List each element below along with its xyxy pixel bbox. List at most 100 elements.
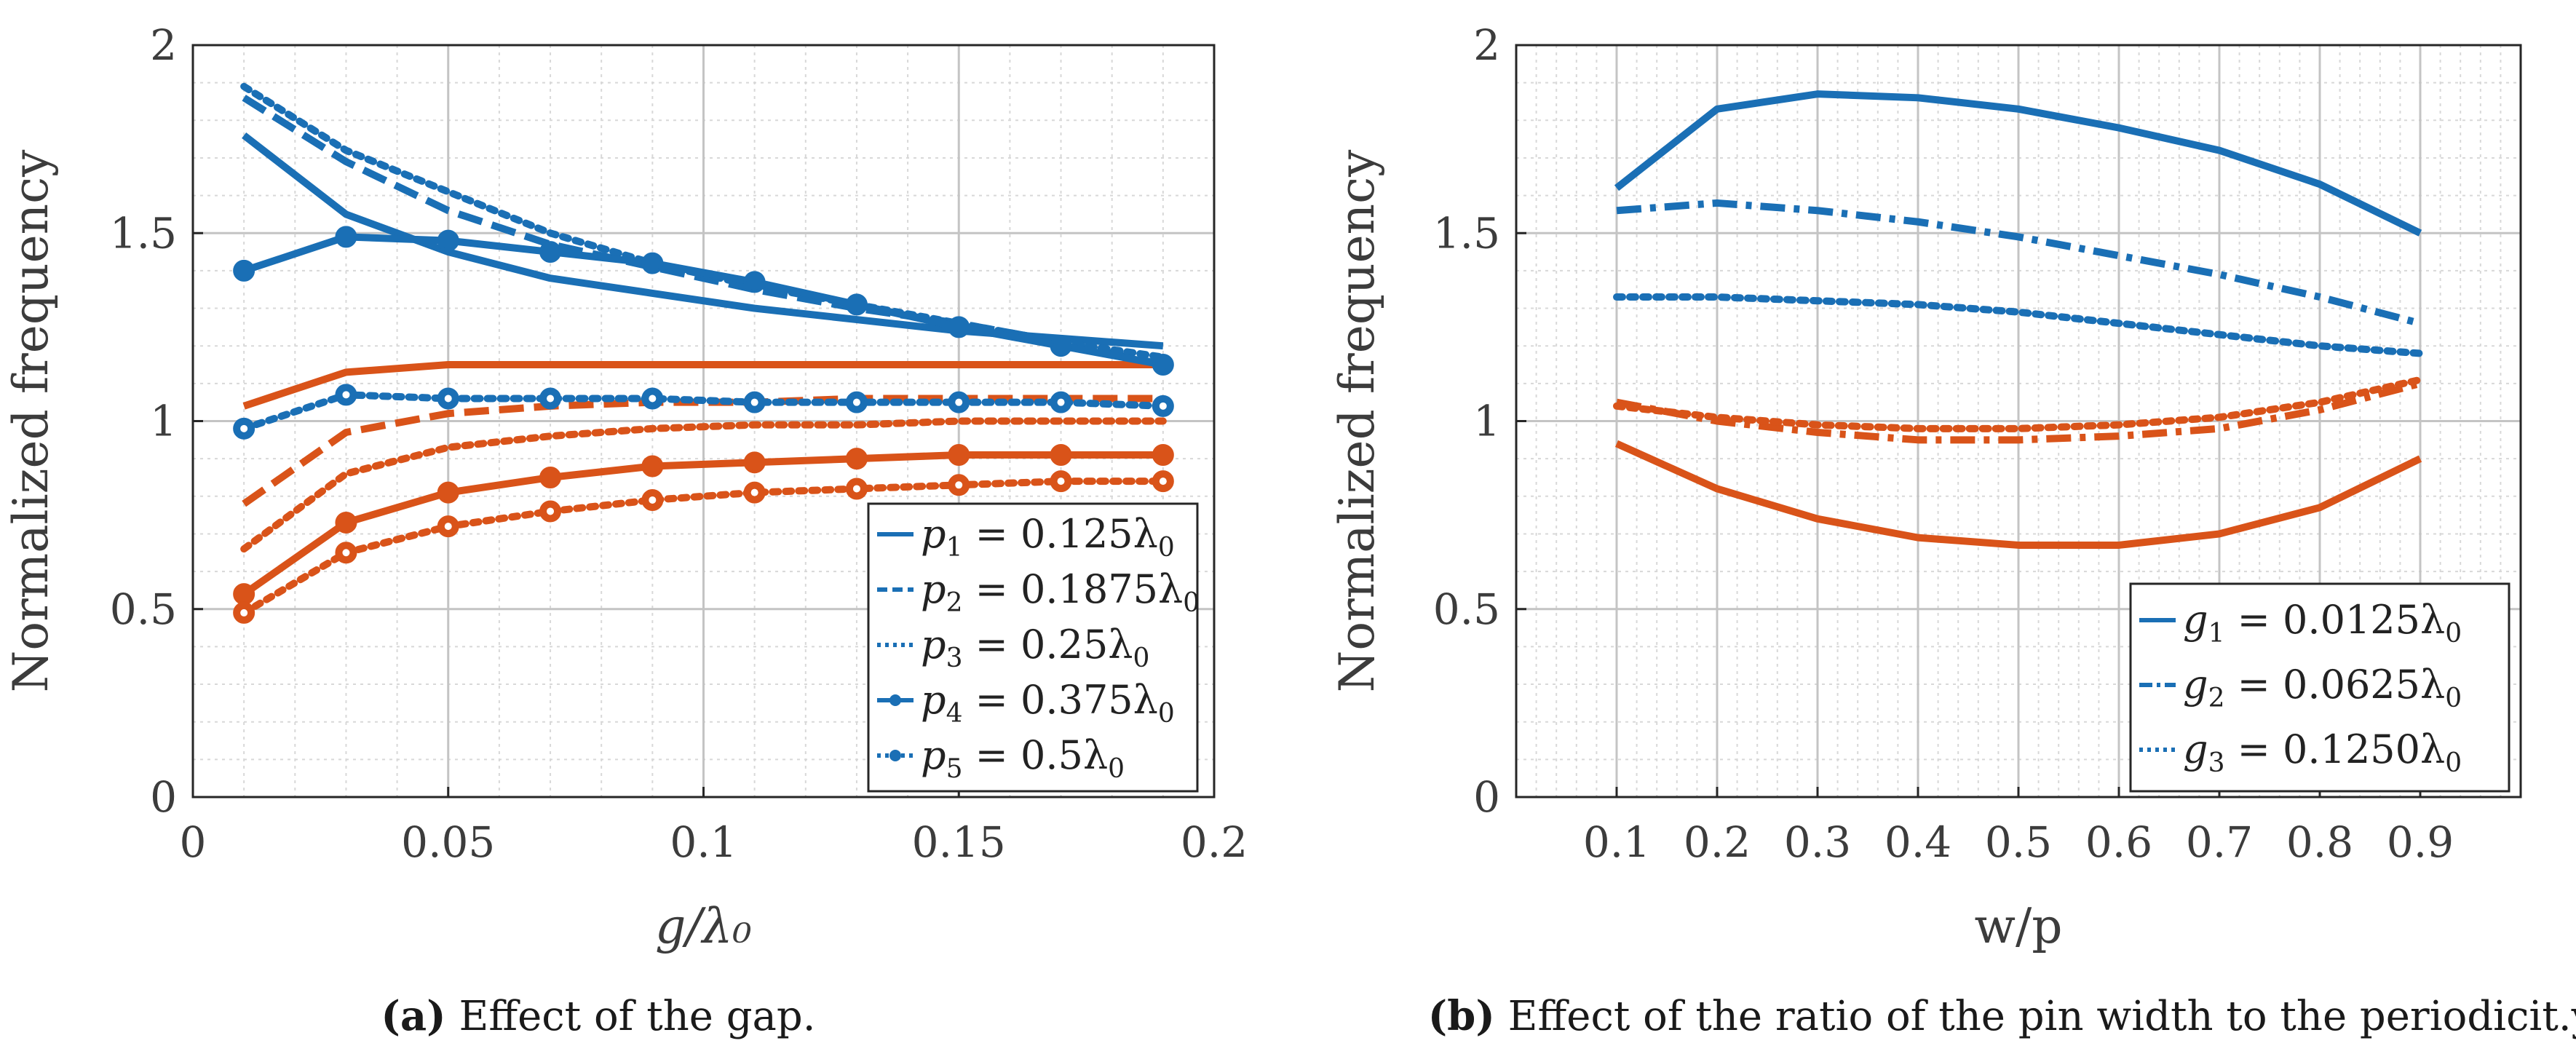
series-group bbox=[1613, 90, 2424, 549]
legend-symbol: p bbox=[921, 677, 946, 723]
series-line-blue-6 bbox=[242, 233, 1164, 368]
series-line-orange-7 bbox=[242, 451, 1163, 598]
data-point-center bbox=[750, 398, 758, 406]
legend-marker bbox=[889, 750, 901, 761]
legend-label: p2 = 0.1875λ0 bbox=[921, 566, 1200, 618]
x-tick-label: 0.1 bbox=[1583, 817, 1650, 867]
x-tick-label: 0 bbox=[180, 817, 207, 867]
data-point bbox=[845, 293, 868, 316]
caption-text: Effect of the gap. bbox=[446, 993, 816, 1040]
legend-symbol: p bbox=[921, 622, 946, 667]
series-line-orange-5 bbox=[240, 417, 1167, 553]
data-point bbox=[539, 241, 562, 263]
legend-box bbox=[2129, 582, 2510, 793]
legend-label: g3 = 0.1250λ0 bbox=[2183, 726, 2462, 778]
data-point bbox=[539, 466, 562, 488]
data-point-center bbox=[852, 485, 860, 493]
series-line-orange-5 bbox=[1613, 376, 2424, 432]
y-tick-label: 1.5 bbox=[110, 208, 177, 258]
series-line-orange-1 bbox=[242, 361, 1163, 410]
legend-subscript: 2 bbox=[946, 588, 963, 618]
data-point-center bbox=[342, 549, 350, 557]
legend-subscript-2: 0 bbox=[2445, 748, 2462, 778]
data-point bbox=[743, 451, 766, 474]
data-point-center bbox=[1159, 402, 1167, 410]
x-tick-label: 0.7 bbox=[2186, 817, 2253, 867]
legend-label: p1 = 0.125λ0 bbox=[921, 511, 1175, 563]
legend-subscript-2: 0 bbox=[1158, 699, 1175, 729]
legend-value: = 0.375λ bbox=[962, 677, 1157, 723]
legend-value: = 0.5λ bbox=[962, 732, 1108, 778]
series-group bbox=[233, 82, 1174, 624]
y-tick-label: 0.5 bbox=[110, 585, 177, 634]
panel-caption: (a) Effect of the gap. bbox=[381, 992, 815, 1040]
y-tick-label: 0.5 bbox=[1433, 585, 1500, 634]
legend-label: p5 = 0.5λ0 bbox=[921, 732, 1125, 784]
legend-label: p3 = 0.25λ0 bbox=[921, 622, 1149, 673]
data-point-center bbox=[649, 395, 657, 403]
caption-label: (a) bbox=[381, 992, 445, 1040]
y-tick-label: 0 bbox=[1473, 772, 1500, 822]
x-tick-label: 0.4 bbox=[1885, 817, 1951, 867]
caption-text: Effect of the ratio of the pin width to … bbox=[1495, 993, 2576, 1040]
x-tick-label: 0.8 bbox=[2286, 817, 2353, 867]
series-line-blue-8 bbox=[240, 391, 1167, 432]
legend-symbol: g bbox=[2183, 726, 2208, 772]
legend-value: = 0.1250λ bbox=[2224, 726, 2445, 772]
x-axis-label: w/p bbox=[1975, 898, 2063, 954]
x-tick-label: 0.9 bbox=[2387, 817, 2454, 867]
y-axis-label: Normalized frequency bbox=[1329, 149, 1385, 693]
legend-subscript: 1 bbox=[2208, 619, 2225, 649]
data-point-center bbox=[1057, 477, 1065, 486]
y-tick-label: 1 bbox=[1473, 397, 1500, 446]
series-line-orange-3 bbox=[242, 395, 1163, 507]
panel-caption: (b) Effect of the ratio of the pin width… bbox=[1428, 992, 2576, 1040]
data-point-center bbox=[852, 398, 860, 406]
data-point-center bbox=[547, 507, 555, 515]
data-point bbox=[437, 481, 459, 504]
y-tick-label: 2 bbox=[150, 20, 177, 70]
data-point-center bbox=[240, 609, 248, 617]
legend-symbol: g bbox=[2183, 597, 2208, 643]
data-point-center bbox=[444, 523, 452, 531]
legend-subscript-2: 0 bbox=[2445, 619, 2462, 649]
legend-label: g2 = 0.0625λ0 bbox=[2183, 662, 2462, 713]
data-point-center bbox=[1159, 477, 1167, 486]
legend-label: p4 = 0.375λ0 bbox=[921, 677, 1175, 729]
y-tick-label: 2 bbox=[1473, 20, 1500, 70]
data-point bbox=[743, 271, 766, 293]
legend-subscript: 2 bbox=[2208, 683, 2225, 713]
x-tick-label: 0.2 bbox=[1181, 817, 1248, 867]
data-point bbox=[1050, 443, 1072, 466]
x-axis-label: g/λ₀ bbox=[655, 898, 752, 954]
y-tick-label: 1 bbox=[150, 397, 177, 446]
data-point bbox=[437, 229, 459, 252]
data-point bbox=[641, 455, 664, 477]
legend-subscript: 3 bbox=[946, 643, 963, 673]
series-line-orange-3 bbox=[1616, 380, 2422, 444]
legend-subscript: 4 bbox=[946, 699, 963, 729]
data-point bbox=[233, 583, 255, 606]
x-tick-label: 0.1 bbox=[670, 817, 737, 867]
legend-value: = 0.125λ bbox=[962, 511, 1157, 557]
x-tick-label: 0.2 bbox=[1684, 817, 1751, 867]
legend-subscript: 1 bbox=[946, 533, 963, 563]
data-point bbox=[948, 443, 970, 466]
data-point-center bbox=[955, 481, 963, 489]
caption-label: (b) bbox=[1428, 992, 1495, 1040]
data-point-center bbox=[444, 395, 452, 403]
x-tick-label: 0.05 bbox=[401, 817, 495, 867]
series-line-blue-4 bbox=[1613, 293, 2424, 357]
data-point-center bbox=[342, 391, 350, 399]
data-point-center bbox=[547, 395, 555, 403]
legend-value: = 0.0625λ bbox=[2224, 662, 2445, 708]
legend-value: = 0.25λ bbox=[962, 622, 1133, 667]
legend-subscript-2: 0 bbox=[2445, 683, 2462, 713]
y-axis-label: Normalized frequency bbox=[3, 149, 59, 693]
legend-subscript-2: 0 bbox=[1183, 588, 1200, 618]
legend-value: = 0.0125λ bbox=[2224, 597, 2445, 643]
legend-subscript-2: 0 bbox=[1133, 643, 1150, 673]
